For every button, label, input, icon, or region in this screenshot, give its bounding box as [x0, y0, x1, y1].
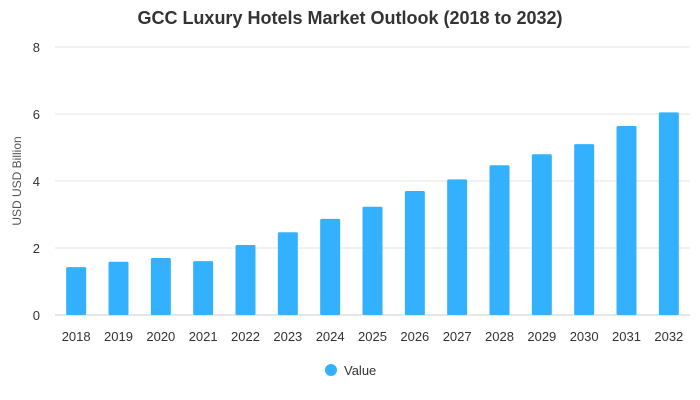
y-tick-label: 8	[33, 40, 40, 55]
x-tick-label: 2029	[527, 329, 556, 344]
bar-2018[interactable]	[66, 267, 87, 315]
x-tick-label: 2023	[273, 329, 302, 344]
x-tick-label: 2027	[443, 329, 472, 344]
bar-2026[interactable]	[404, 191, 425, 315]
bar-2024[interactable]	[320, 218, 341, 315]
y-axis-title: USD USD Billion	[10, 136, 24, 225]
x-tick-label: 2028	[485, 329, 514, 344]
x-tick-label: 2025	[358, 329, 387, 344]
bar-2027[interactable]	[447, 179, 468, 315]
legend-label: Value	[344, 363, 376, 378]
x-tick-label: 2030	[570, 329, 599, 344]
y-tick-label: 2	[33, 241, 40, 256]
bar-2028[interactable]	[489, 165, 510, 315]
y-tick-label: 0	[33, 308, 40, 323]
x-tick-label: 2019	[104, 329, 133, 344]
x-tick-label: 2022	[231, 329, 260, 344]
bars	[66, 112, 679, 315]
bar-2022[interactable]	[235, 244, 256, 315]
x-tick-label: 2031	[612, 329, 641, 344]
bar-2021[interactable]	[193, 261, 214, 315]
y-axis-ticks: 0 2 4 6 8	[33, 40, 40, 323]
legend[interactable]: Value	[325, 363, 376, 378]
x-tick-label: 2020	[146, 329, 175, 344]
bar-2029[interactable]	[531, 154, 552, 315]
bar-2025[interactable]	[362, 206, 383, 315]
bar-2019[interactable]	[108, 261, 129, 315]
x-tick-label: 2026	[400, 329, 429, 344]
y-tick-label: 4	[33, 174, 40, 189]
chart-title: GCC Luxury Hotels Market Outlook (2018 t…	[137, 8, 563, 28]
x-tick-label: 2018	[62, 329, 91, 344]
bar-2030[interactable]	[574, 144, 595, 315]
bar-2031[interactable]	[616, 126, 637, 315]
legend-marker-icon	[325, 364, 337, 376]
bar-2023[interactable]	[277, 232, 298, 315]
x-tick-label: 2024	[316, 329, 345, 344]
x-axis-ticks: 2018 2019 2020 2021 2022 2023 2024 2025 2026 2027…	[62, 329, 684, 344]
bar-2020[interactable]	[150, 258, 171, 315]
y-tick-label: 6	[33, 107, 40, 122]
x-tick-label: 2021	[189, 329, 218, 344]
x-tick-label: 2032	[654, 329, 683, 344]
bar-2032[interactable]	[658, 112, 679, 315]
